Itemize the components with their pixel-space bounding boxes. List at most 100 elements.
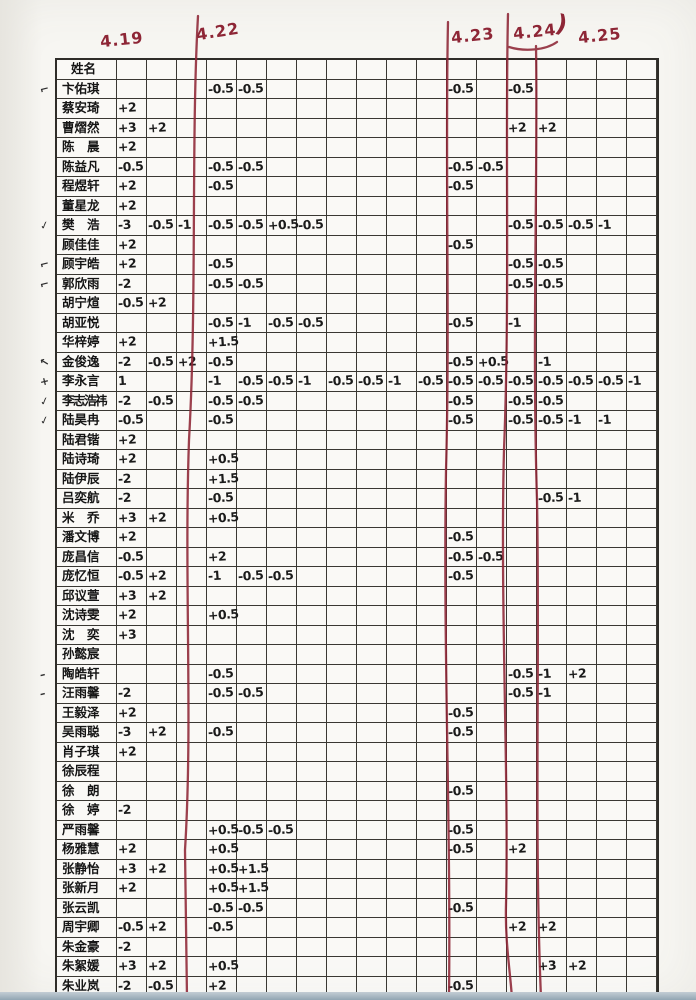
score-cell: -0.5 [537,216,567,236]
score-cell [627,684,657,704]
score-cell [147,801,177,821]
score-cell [387,430,417,450]
score-cell [537,781,567,801]
score-cell: -0.5 [507,216,537,236]
score-cell [507,157,537,177]
score-cell [327,606,357,626]
student-name-cell: 徐 婷 [57,801,117,821]
score-cell [537,645,567,665]
score-value: 1 [117,372,127,389]
score-cell [237,352,267,372]
score-cell [147,411,177,431]
score-cell [447,801,477,821]
score-cell: +3 [117,859,147,879]
date-label-4-24: 4.24 [512,19,558,44]
score-cell [627,762,657,782]
score-value: -0.5 [447,79,474,97]
score-value: -0.5 [237,79,264,97]
score-cell [327,216,357,236]
score-cell [627,274,657,294]
score-value: +2 [117,235,137,253]
score-cell: -0.5 [537,391,567,411]
score-cell [237,177,267,197]
score-cell: -0.5 [447,313,477,333]
score-cell [207,138,237,158]
score-value: -0.5 [477,372,504,389]
score-value: -1 [207,372,222,389]
score-cell [357,411,387,431]
score-cell [417,723,447,743]
score-cell [267,781,297,801]
score-cell [147,781,177,801]
score-value: -0.5 [447,313,474,331]
score-cell [237,196,267,216]
score-cell: -1 [567,411,597,431]
score-cell [267,235,297,255]
score-cell [567,235,597,255]
score-cell [567,840,597,860]
score-cell [177,255,207,275]
score-cell [297,489,327,509]
score-cell: +2 [117,255,147,275]
score-cell: -1 [537,684,567,704]
score-cell [567,99,597,119]
score-cell: -0.5 [207,918,237,938]
score-cell: +2 [147,859,177,879]
score-value: -1 [597,411,612,428]
score-cell [327,138,357,158]
score-cell [177,235,207,255]
score-cell [627,255,657,275]
score-value: -0.5 [447,723,474,740]
score-cell [537,469,567,489]
score-value: +3 [117,957,137,974]
score-cell [597,99,627,119]
score-cell [147,703,177,723]
score-cell [357,274,387,294]
score-cell: +2 [507,918,537,938]
score-cell: -1 [537,664,567,684]
score-value: +2 [117,528,137,545]
score-cell [537,138,567,158]
score-cell [357,450,387,470]
score-cell [237,235,267,255]
score-value: -0.5 [507,216,534,233]
score-value: +1.5 [237,859,270,877]
score-cell [207,625,237,645]
score-value: +2 [117,99,137,116]
header-cell-empty [267,60,297,80]
score-cell [297,898,327,918]
score-cell [597,118,627,138]
score-cell [387,489,417,509]
score-cell [447,937,477,957]
score-cell [117,664,147,684]
score-value: -0.5 [447,528,474,545]
score-cell [387,450,417,470]
score-cell [147,79,177,99]
score-value: +2 [117,138,137,155]
score-cell [267,450,297,470]
score-cell [387,703,417,723]
score-cell [567,762,597,782]
score-cell [567,820,597,840]
score-cell [117,645,147,665]
student-name-cell: 华梓婷 [57,333,117,353]
score-cell [147,313,177,333]
score-cell [387,138,417,158]
score-cell [267,703,297,723]
score-cell [417,157,447,177]
score-cell [507,586,537,606]
score-cell [567,274,597,294]
score-cell [267,918,297,938]
score-cell [477,606,507,626]
student-name-cell: 邱议萱 [57,586,117,606]
score-cell [297,138,327,158]
student-name-cell: 庞昌信 [57,547,117,567]
score-cell [537,703,567,723]
score-value: -0.5 [207,898,234,916]
score-cell [327,79,357,99]
score-cell [327,567,357,587]
score-cell [387,859,417,879]
score-cell [387,625,417,645]
score-cell [207,430,237,450]
score-cell: +0.5 [267,216,299,236]
